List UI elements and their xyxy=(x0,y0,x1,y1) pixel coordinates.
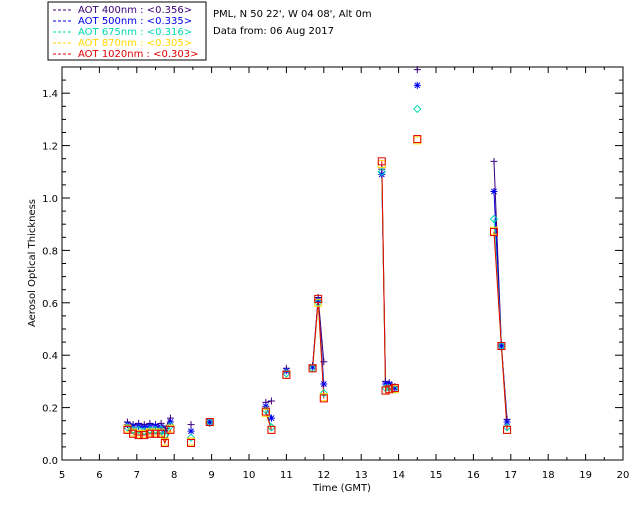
data-point xyxy=(187,438,196,447)
data-point xyxy=(490,187,498,195)
legend-entry: AOT 870nm : <0.305> xyxy=(78,38,192,49)
data-point xyxy=(308,364,317,373)
x-tick-label: 13 xyxy=(355,470,368,481)
data-point xyxy=(129,429,138,438)
x-tick-label: 20 xyxy=(617,470,630,481)
data-point xyxy=(261,407,270,416)
plot-frame xyxy=(61,66,624,461)
data-point xyxy=(187,427,195,435)
x-tick-label: 7 xyxy=(134,470,140,481)
data-point xyxy=(378,170,386,178)
data-point xyxy=(320,358,328,366)
data-point xyxy=(497,342,505,350)
data-point xyxy=(390,383,399,392)
data-point xyxy=(503,418,511,426)
data-point xyxy=(166,425,175,434)
x-tick-label: 9 xyxy=(208,470,214,481)
data-point xyxy=(385,385,394,394)
y-tick-label: 0.2 xyxy=(42,404,58,415)
y-axis-label: Aerosol Optical Thickness xyxy=(27,199,38,327)
legend-entry: AOT 500nm : <0.335> xyxy=(78,16,192,27)
x-tick-label: 16 xyxy=(467,470,480,481)
x-tick-label: 19 xyxy=(579,470,592,481)
y-tick-label: 0.4 xyxy=(42,351,58,362)
data-point xyxy=(413,81,421,89)
data-point xyxy=(319,394,328,403)
data-point xyxy=(157,429,166,438)
x-tick-label: 6 xyxy=(96,470,102,481)
data-point xyxy=(489,228,498,237)
y-tick-label: 0.0 xyxy=(42,456,58,467)
data-point xyxy=(157,423,165,431)
data-point xyxy=(206,418,214,426)
data-point xyxy=(205,418,214,427)
data-point xyxy=(314,294,323,303)
data-point xyxy=(186,433,196,442)
data-point xyxy=(413,135,422,144)
data-point xyxy=(320,380,328,388)
legend-box xyxy=(47,1,207,61)
legend: AOT 400nm : <0.356>AOT 500nm : <0.335>AO… xyxy=(47,1,207,61)
data-point xyxy=(391,384,399,392)
data-point xyxy=(160,438,169,447)
y-tick-label: 0.8 xyxy=(42,246,58,257)
data-point xyxy=(309,363,317,371)
x-tick-label: 17 xyxy=(504,470,517,481)
data-point xyxy=(413,66,421,74)
x-tick-label: 15 xyxy=(430,470,443,481)
x-tick-label: 5 xyxy=(59,470,65,481)
data-point xyxy=(267,414,275,422)
legend-entry: AOT 675nm : <0.316> xyxy=(78,27,192,38)
y-tick-label: 1.2 xyxy=(42,142,58,153)
legend-entry: AOT 1020nm : <0.303> xyxy=(78,49,198,60)
y-tick-label: 1.0 xyxy=(42,194,58,205)
data-point xyxy=(377,157,386,166)
x-axis-label: Time (GMT) xyxy=(312,483,371,494)
data-point xyxy=(377,167,386,177)
data-point xyxy=(140,431,149,440)
site-info: PML, N 50 22', W 04 08', Alt 0m xyxy=(213,9,372,20)
data-point xyxy=(314,296,322,304)
legend-entry: AOT 400nm : <0.356> xyxy=(78,5,192,16)
data-point xyxy=(489,214,499,224)
data-point xyxy=(134,431,143,440)
data-point xyxy=(413,104,422,114)
data-point xyxy=(267,397,275,405)
data-point xyxy=(145,429,154,438)
x-tick-label: 18 xyxy=(542,470,555,481)
x-tick-label: 10 xyxy=(243,470,256,481)
data-point xyxy=(490,157,498,165)
data-point xyxy=(282,369,291,378)
x-tick-label: 12 xyxy=(317,470,330,481)
date-info: Data from: 06 Aug 2017 xyxy=(213,26,334,37)
data-point xyxy=(282,370,291,379)
data-point xyxy=(267,425,276,434)
x-tick-label: 11 xyxy=(280,470,293,481)
data-point xyxy=(503,425,512,434)
x-tick-label: 8 xyxy=(171,470,177,481)
y-tick-label: 0.6 xyxy=(42,299,58,310)
data-point xyxy=(497,342,506,351)
data-point xyxy=(187,421,195,429)
data-point xyxy=(319,388,329,398)
data-point xyxy=(151,429,160,438)
y-tick-label: 1.4 xyxy=(42,89,58,100)
x-tick-label: 14 xyxy=(392,470,405,481)
